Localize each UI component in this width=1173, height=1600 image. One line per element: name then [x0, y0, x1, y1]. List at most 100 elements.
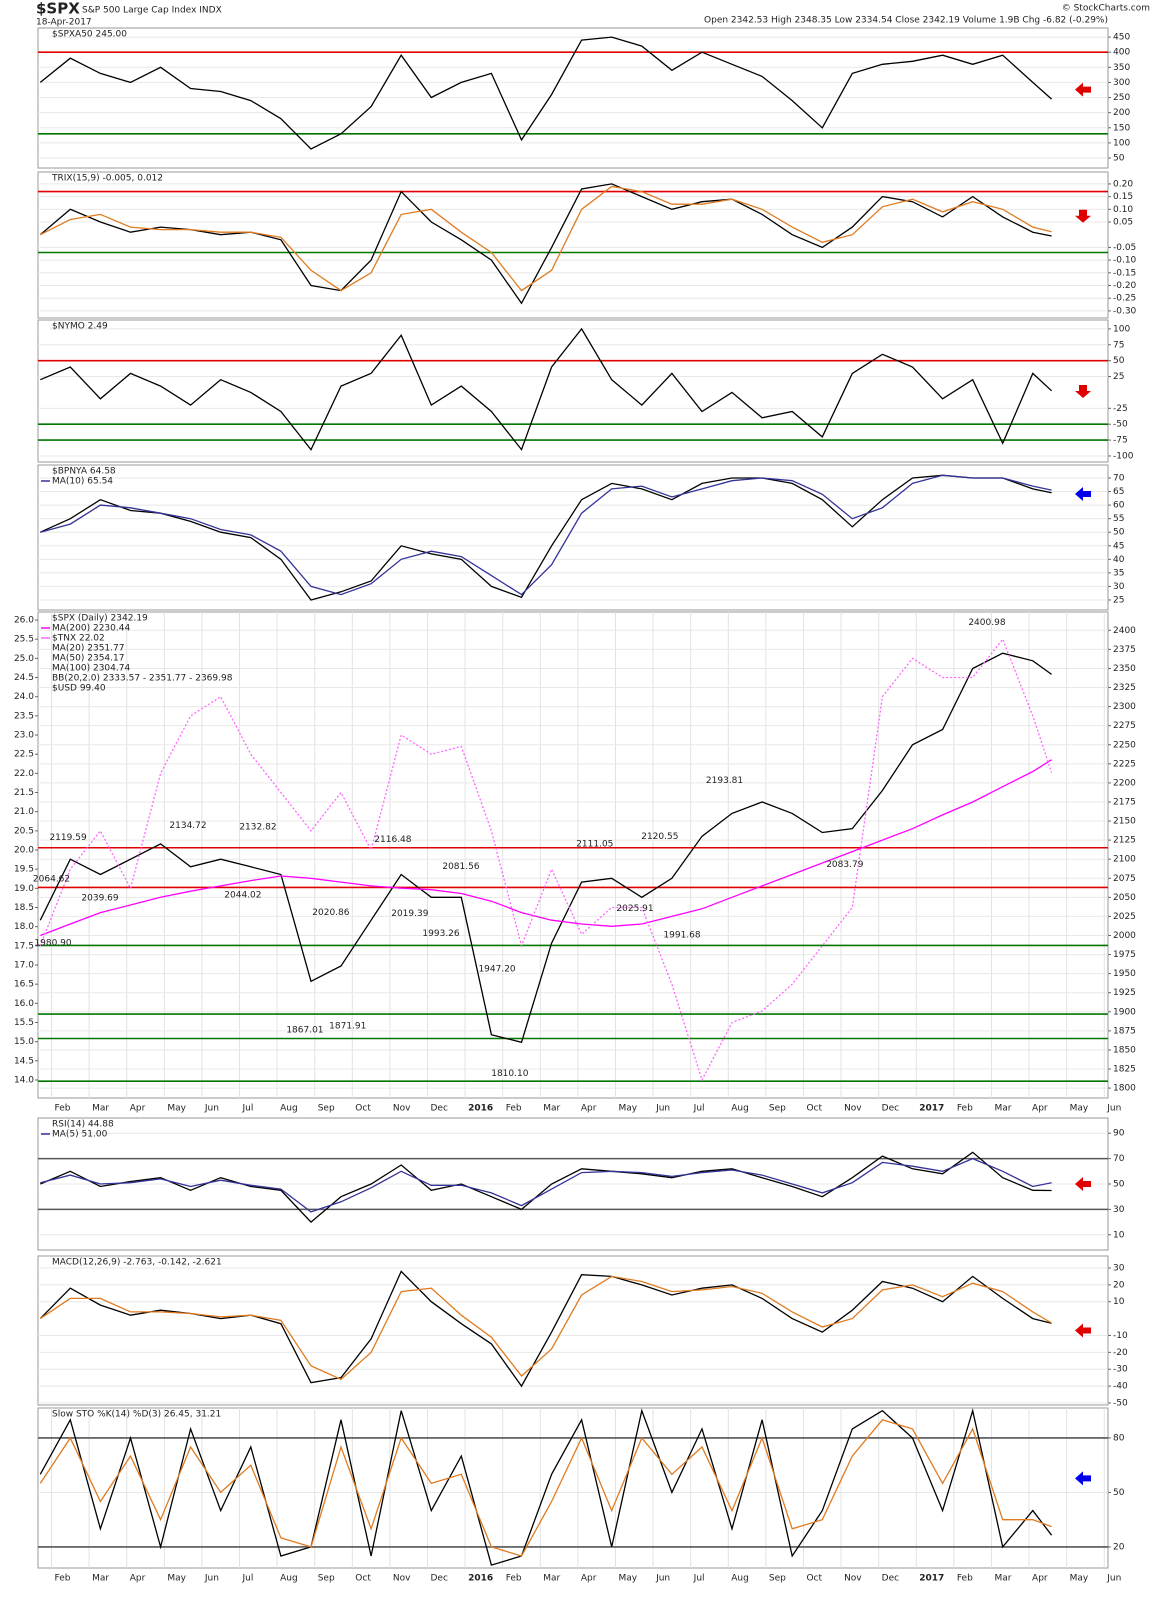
price-annotation: 2081.56 — [442, 862, 479, 872]
series-line — [40, 474, 1052, 596]
y-tick-label: 1900 — [1113, 1007, 1136, 1017]
y-tick-label: 50 — [1113, 1180, 1125, 1190]
legend-bg — [40, 321, 50, 330]
y-tick-label: 2350 — [1113, 664, 1136, 674]
panel-frame — [37, 611, 1109, 1099]
x-tick-label: Apr — [581, 1574, 597, 1584]
price-annotation: 2083.79 — [826, 860, 863, 870]
price-annotation: 2193.81 — [706, 776, 743, 786]
x-tick-label: Aug — [731, 1104, 749, 1114]
y-tick-label: 400 — [1113, 48, 1130, 58]
legend-entry: MA(100) 2304.74 — [52, 664, 130, 674]
price-annotation: 2064.62 — [33, 875, 70, 885]
y2-tick-label: 15.5 — [14, 1018, 34, 1028]
price-annotation: 1991.68 — [663, 930, 700, 940]
y2-tick-label: 23.5 — [14, 711, 34, 721]
y-tick-label: 1975 — [1113, 950, 1136, 960]
x-tick-label: Mar — [92, 1574, 109, 1584]
y-tick-label: 25 — [1113, 372, 1124, 382]
legend-entry: MA(10) 65.54 — [52, 477, 113, 487]
x-tick-label: 2016 — [468, 1574, 493, 1584]
x-tick-label: Jul — [693, 1574, 705, 1584]
y-tick-label: 60 — [1113, 501, 1125, 511]
signal-arrow — [1075, 1471, 1091, 1486]
x-tick-label: Feb — [506, 1574, 522, 1584]
x-tick-label: Jun — [655, 1574, 670, 1584]
y-tick-label: 1825 — [1113, 1065, 1136, 1075]
x-tick-label: Mar — [543, 1574, 560, 1584]
y-tick-label: 70 — [1113, 1154, 1125, 1164]
y-tick-label: -25 — [1113, 404, 1128, 414]
price-annotation: 2134.72 — [169, 821, 206, 831]
y-tick-label: -10 — [1113, 1331, 1128, 1341]
x-tick-label: Jun — [204, 1104, 219, 1114]
y-tick-label: 2250 — [1113, 740, 1136, 750]
signal-arrow — [1075, 487, 1091, 501]
legend-bg — [40, 29, 50, 38]
y-tick-label: 45 — [1113, 541, 1124, 551]
y-tick-label: 90 — [1113, 1129, 1125, 1139]
x-tick-label: Mar — [994, 1104, 1011, 1114]
panel-title: $BPNYA 64.58 — [52, 467, 116, 477]
x-tick-label: Nov — [393, 1104, 411, 1114]
x-tick-label: Sep — [318, 1104, 335, 1114]
y-tick-label: 2325 — [1113, 683, 1136, 693]
x-tick-label: Feb — [506, 1104, 522, 1114]
y-tick-label: 25 — [1113, 595, 1124, 605]
y2-tick-label: 21.5 — [14, 788, 34, 798]
price-annotation: 2132.82 — [239, 823, 276, 833]
series-line — [39, 1270, 1052, 1388]
x-tick-label: Mar — [994, 1574, 1011, 1584]
x-tick-label: Oct — [355, 1104, 371, 1114]
price-annotation: 2019.39 — [391, 909, 428, 919]
y-tick-label: 40 — [1113, 555, 1125, 565]
series-line — [40, 474, 1052, 601]
y-tick-label: 50 — [1113, 154, 1125, 164]
y2-tick-label: 20.5 — [14, 826, 34, 836]
symbol: $SPX — [36, 0, 80, 18]
y2-tick-label: 22.5 — [14, 750, 34, 760]
price-annotation: 1980.90 — [34, 939, 71, 949]
y-tick-label: 350 — [1113, 63, 1130, 73]
x-tick-label: Nov — [844, 1104, 862, 1114]
y-tick-label: -0.10 — [1113, 256, 1137, 266]
y2-tick-label: 19.0 — [14, 884, 34, 894]
x-tick-label: Aug — [280, 1574, 298, 1584]
legend-entry: MA(50) 2354.17 — [52, 654, 124, 664]
y-tick-label: 2275 — [1113, 721, 1136, 731]
y-tick-label: 0.05 — [1113, 218, 1133, 228]
x-tick-label: Feb — [55, 1574, 71, 1584]
series-line — [39, 1275, 1052, 1381]
legend-bg — [40, 1119, 50, 1128]
y2-tick-label: 25.5 — [14, 635, 34, 645]
price-annotation: 1993.26 — [422, 929, 459, 939]
y-tick-label: 1925 — [1113, 988, 1136, 998]
y-tick-label: 20 — [1113, 1542, 1125, 1552]
panel-title: RSI(14) 44.88 — [52, 1120, 114, 1130]
y2-tick-label: 24.5 — [14, 673, 34, 683]
y2-tick-label: 16.0 — [14, 999, 34, 1009]
panel-title: MACD(12,26,9) -2.763, -0.142, -2.621 — [52, 1258, 222, 1268]
series-line — [39, 637, 1053, 1082]
price-annotation: 1947.20 — [478, 964, 515, 974]
series-line — [39, 1408, 1053, 1566]
price-annotation: 2400.98 — [968, 618, 1005, 628]
x-tick-label: Mar — [543, 1104, 560, 1114]
x-tick-label: May — [618, 1574, 637, 1584]
y-tick-label: 75 — [1113, 340, 1124, 350]
panel-title: $SPX (Daily) 2342.19 — [52, 614, 148, 624]
legend-bg — [40, 1409, 50, 1418]
panel-title: TRIX(15,9) -0.005, 0.012 — [51, 174, 163, 184]
y2-tick-label: 14.5 — [14, 1056, 34, 1066]
y-tick-label: 1800 — [1113, 1084, 1136, 1094]
x-tick-label: 2016 — [468, 1104, 493, 1114]
x-tick-label: Dec — [882, 1104, 899, 1114]
y-tick-label: 0.15 — [1113, 192, 1133, 202]
y2-tick-label: 17.5 — [14, 941, 34, 951]
y-tick-label: 1950 — [1113, 969, 1136, 979]
price-annotation: 1871.91 — [329, 1022, 366, 1032]
y2-tick-label: 23.0 — [14, 731, 34, 741]
y-tick-label: 2050 — [1113, 893, 1136, 903]
